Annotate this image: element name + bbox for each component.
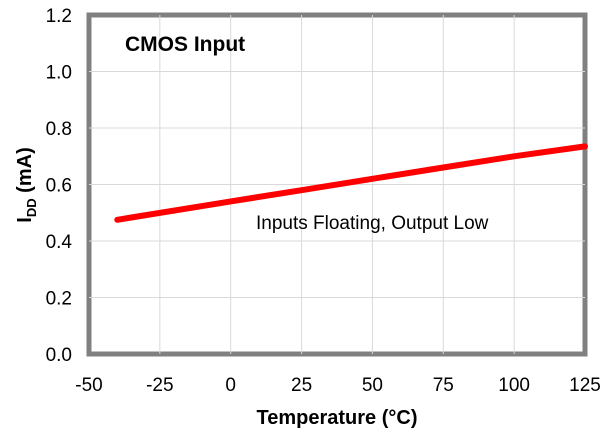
x-tick-label: 0	[225, 375, 236, 396]
y-tick-label: 0.6	[46, 176, 72, 197]
x-tick-label: 25	[291, 375, 312, 396]
y-axis-title-main: I	[14, 217, 36, 223]
y-axis-title-subscript: DD	[24, 198, 39, 217]
y-tick-label: 1.0	[46, 63, 72, 84]
x-tick-label: -25	[146, 375, 173, 396]
y-tick-label: 0.4	[46, 232, 73, 253]
x-tick-label: 50	[362, 375, 383, 396]
x-tick-label: 100	[498, 375, 530, 396]
x-tick-labels: -50 -25 0 25 50 75 100 125	[75, 375, 601, 396]
y-tick-label: 0.8	[46, 119, 72, 140]
x-tick-label: 75	[433, 375, 454, 396]
x-axis-title: Temperature (°C)	[257, 407, 418, 429]
chart-title: CMOS Input	[125, 33, 245, 56]
x-tick-label: -50	[75, 375, 102, 396]
y-tick-labels: 0.0 0.2 0.4 0.6 0.8 1.0 1.2	[46, 6, 73, 366]
series-layer	[114, 143, 588, 223]
x-tick-label: 125	[569, 375, 601, 396]
y-tick-label: 0.0	[46, 345, 72, 366]
y-tick-label: 0.2	[46, 289, 72, 310]
series-line	[114, 143, 588, 223]
y-axis-title: IDD (mA)	[14, 147, 39, 222]
y-axis-title-unit: (mA)	[14, 147, 36, 198]
y-tick-label: 1.2	[46, 6, 72, 27]
annotation: Inputs Floating, Output Low	[256, 213, 489, 234]
